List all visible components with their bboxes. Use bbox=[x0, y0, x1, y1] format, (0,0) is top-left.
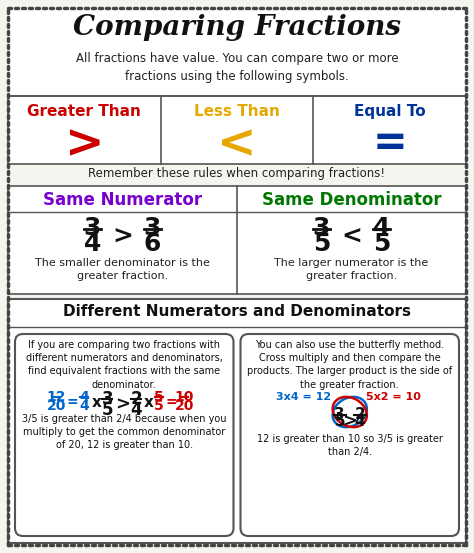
Text: 4: 4 bbox=[355, 414, 365, 429]
Text: The smaller denominator is the
greater fraction.: The smaller denominator is the greater f… bbox=[35, 258, 210, 281]
Text: Same Denominator: Same Denominator bbox=[262, 191, 441, 209]
Text: >: > bbox=[342, 413, 357, 431]
Text: =: = bbox=[66, 395, 78, 409]
Text: 12 is greater than 10 so 3/5 is greater
than 2/4.: 12 is greater than 10 so 3/5 is greater … bbox=[257, 434, 443, 457]
Text: =: = bbox=[372, 122, 407, 164]
FancyBboxPatch shape bbox=[240, 334, 459, 536]
Text: 6: 6 bbox=[144, 232, 161, 256]
Text: 3: 3 bbox=[313, 216, 330, 240]
FancyBboxPatch shape bbox=[15, 334, 234, 536]
Text: >: > bbox=[112, 225, 133, 249]
Text: 3: 3 bbox=[144, 216, 161, 240]
Text: 4: 4 bbox=[79, 399, 89, 413]
Text: Greater Than: Greater Than bbox=[27, 104, 141, 119]
Text: Comparing Fractions: Comparing Fractions bbox=[73, 14, 401, 41]
Text: 2: 2 bbox=[130, 390, 142, 408]
Bar bbox=[8, 164, 466, 186]
Bar bbox=[8, 96, 466, 164]
Text: 3: 3 bbox=[101, 390, 113, 408]
Text: If you are comparing two fractions with
different numerators and denominators,
f: If you are comparing two fractions with … bbox=[26, 340, 223, 390]
Text: 5: 5 bbox=[313, 232, 330, 256]
Text: 5: 5 bbox=[155, 399, 164, 413]
Text: 3: 3 bbox=[84, 216, 101, 240]
Text: 3/5 is greater than 2/4 because when you
multiply to get the common denominator
: 3/5 is greater than 2/4 because when you… bbox=[22, 414, 227, 450]
Text: 3: 3 bbox=[335, 407, 345, 422]
Bar bbox=[8, 186, 466, 294]
Text: 5: 5 bbox=[155, 390, 164, 404]
Text: 4: 4 bbox=[130, 400, 142, 419]
Text: x: x bbox=[143, 395, 153, 410]
Text: 12: 12 bbox=[46, 390, 66, 404]
Text: 5: 5 bbox=[335, 414, 345, 429]
Text: 5: 5 bbox=[101, 400, 113, 419]
Text: x: x bbox=[91, 395, 101, 410]
Text: 4: 4 bbox=[373, 216, 390, 240]
Text: 2: 2 bbox=[355, 407, 365, 422]
Text: >: > bbox=[64, 122, 104, 167]
Text: >: > bbox=[115, 396, 130, 414]
Bar bbox=[8, 8, 466, 96]
Bar bbox=[8, 96, 466, 164]
Text: 5x2 = 10: 5x2 = 10 bbox=[366, 392, 421, 402]
Text: 20: 20 bbox=[46, 399, 66, 413]
Text: <: < bbox=[341, 225, 362, 249]
Text: 5: 5 bbox=[373, 232, 390, 256]
Text: 3x4 = 12: 3x4 = 12 bbox=[276, 392, 331, 402]
Text: <: < bbox=[217, 122, 257, 167]
Text: Equal To: Equal To bbox=[354, 104, 426, 119]
Text: 4: 4 bbox=[84, 232, 101, 256]
Text: You can also use the butterfly method.
Cross multiply and then compare the
produ: You can also use the butterfly method. C… bbox=[247, 340, 452, 390]
Text: 20: 20 bbox=[174, 399, 194, 413]
Text: Same Numerator: Same Numerator bbox=[43, 191, 202, 209]
Text: Different Numerators and Denominators: Different Numerators and Denominators bbox=[63, 304, 411, 319]
Text: All fractions have value. You can compare two or more
fractions using the follow: All fractions have value. You can compar… bbox=[76, 52, 398, 83]
Text: Remember these rules when comparing fractions!: Remember these rules when comparing frac… bbox=[89, 167, 385, 180]
Text: 10: 10 bbox=[174, 390, 194, 404]
Bar bbox=[8, 299, 466, 543]
Text: Less Than: Less Than bbox=[194, 104, 280, 119]
Text: The larger numerator is the
greater fraction.: The larger numerator is the greater frac… bbox=[274, 258, 428, 281]
Text: 4: 4 bbox=[79, 390, 89, 404]
Text: =: = bbox=[165, 395, 177, 409]
